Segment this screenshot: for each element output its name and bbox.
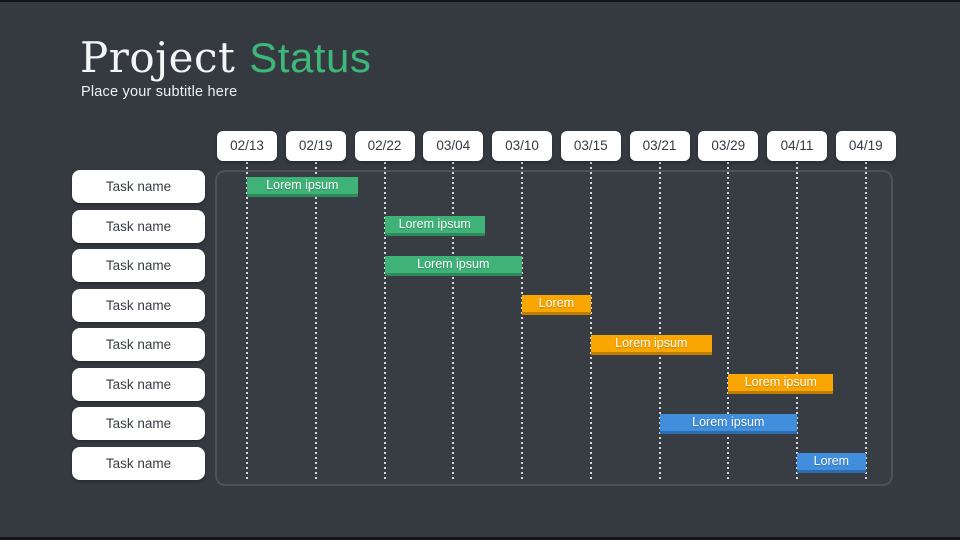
gantt-bar: Lorem ipsum (659, 413, 797, 434)
gantt-chart-area (215, 170, 893, 486)
task-label: Task name (72, 446, 205, 480)
date-header: 04/19 (835, 131, 896, 161)
task-label: Task name (72, 407, 205, 440)
column-grid-line (589, 162, 592, 479)
column-grid-line (452, 162, 455, 479)
title-primary: Project (80, 33, 250, 82)
column-grid-line (246, 162, 248, 479)
gantt-bar: Lorem ipsum (384, 216, 485, 236)
date-header: 03/10 (492, 131, 552, 161)
bottom-edge-strip (0, 537, 960, 540)
page-title: Project Status (80, 33, 372, 82)
subtitle: Place your subtitle here (81, 84, 238, 100)
date-header: 03/21 (629, 131, 690, 161)
date-header: 03/15 (560, 131, 621, 161)
task-label: Task name (72, 328, 205, 361)
top-edge-strip (0, 0, 960, 2)
gantt-bar: Lorem ipsum (728, 374, 834, 394)
title-accent: Status (249, 34, 372, 81)
task-label: Task name (72, 367, 205, 401)
column-grid-line (314, 162, 317, 479)
gantt-bar: Lorem ipsum (247, 176, 358, 197)
gantt-bar: Lorem ipsum (590, 334, 712, 355)
task-label: Task name (72, 249, 205, 282)
task-label: Task name (72, 288, 205, 322)
gantt-bar: Lorem (797, 453, 866, 473)
column-grid-line (864, 162, 867, 479)
column-grid-line (383, 162, 386, 479)
date-header: 02/19 (285, 131, 346, 161)
column-grid-line (796, 162, 798, 479)
task-label: Task name (72, 209, 205, 243)
gantt-bar: Lorem ipsum (384, 255, 522, 276)
date-header: 03/04 (423, 131, 484, 161)
date-header: 04/11 (767, 131, 827, 161)
task-label: Task name (72, 170, 205, 203)
date-header: 02/22 (354, 131, 415, 161)
gantt-bar: Lorem (522, 295, 591, 315)
date-header: 03/29 (698, 131, 759, 161)
date-header: 02/13 (217, 131, 277, 161)
column-grid-line (658, 162, 661, 479)
column-grid-line (521, 162, 523, 479)
column-grid-line (727, 162, 730, 479)
